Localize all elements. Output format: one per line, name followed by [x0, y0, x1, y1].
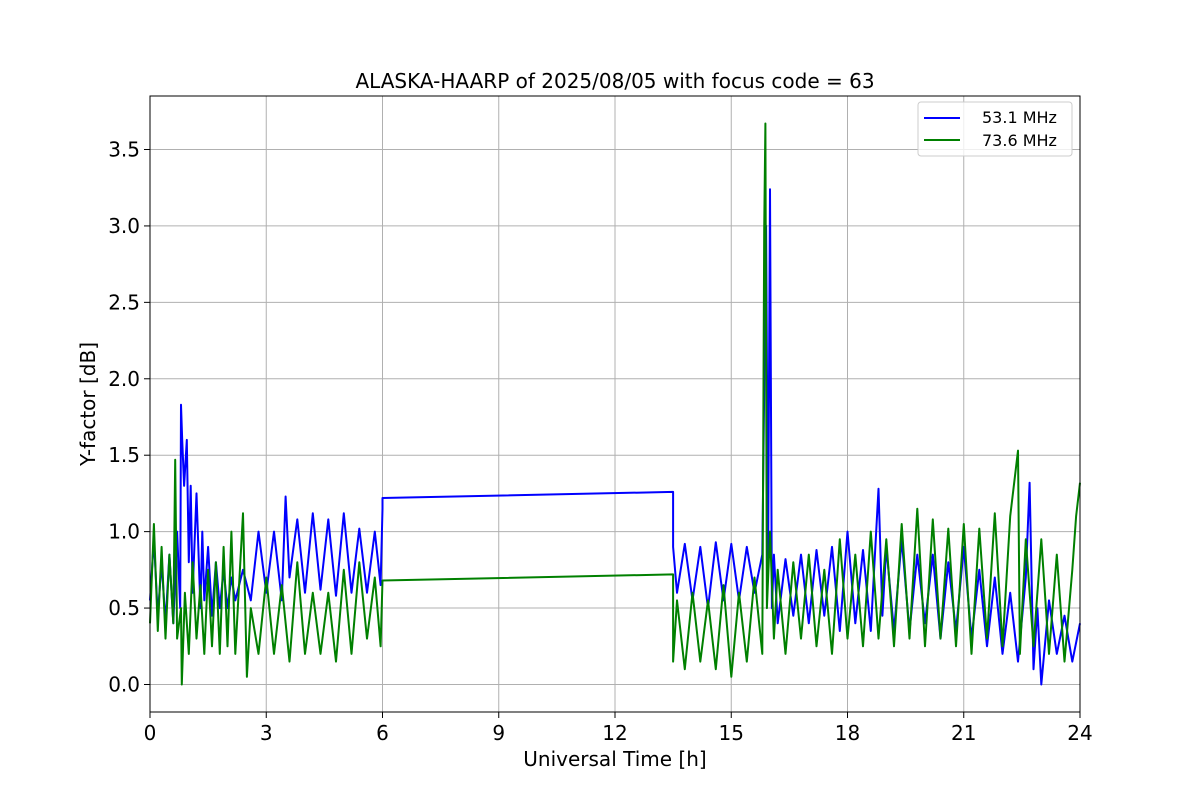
y-axis-label: Y-factor [dB]	[76, 342, 100, 467]
legend: 53.1 MHz 73.6 MHz	[917, 101, 1073, 157]
x-tick-label: 18	[835, 721, 860, 745]
series-line-1	[149, 122, 1081, 686]
x-tick-label: 15	[719, 721, 744, 745]
y-tick-label: 2.5	[108, 290, 140, 314]
legend-label-53mhz: 53.1 MHz	[982, 108, 1057, 127]
x-tick-label: 12	[602, 721, 627, 745]
y-tick-label: 1.0	[108, 520, 140, 544]
x-tick-label: 24	[1067, 721, 1092, 745]
axis-ticks: 0 3 6 9 12 15 18 21 24 0.0 0.5 1.0 1.5 2.0 2.5 3.0 3.5	[108, 137, 1093, 745]
x-tick-label: 3	[260, 721, 273, 745]
legend-box	[917, 101, 1073, 157]
x-tick-label: 21	[951, 721, 976, 745]
x-tick-label: 0	[144, 721, 157, 745]
series-lines	[149, 122, 1081, 686]
y-tick-label: 0.5	[108, 596, 140, 620]
x-axis-label: Universal Time [h]	[523, 747, 706, 771]
legend-label-73mhz: 73.6 MHz	[982, 131, 1057, 150]
chart-title: ALASKA-HAARP of 2025/08/05 with focus co…	[355, 69, 874, 93]
x-tick-label: 6	[376, 721, 389, 745]
y-tick-label: 2.0	[108, 367, 140, 391]
y-tick-label: 1.5	[108, 443, 140, 467]
y-tick-label: 0.0	[108, 672, 140, 696]
y-tick-label: 3.0	[108, 214, 140, 238]
x-tick-label: 9	[492, 721, 505, 745]
y-tick-label: 3.5	[108, 137, 140, 161]
